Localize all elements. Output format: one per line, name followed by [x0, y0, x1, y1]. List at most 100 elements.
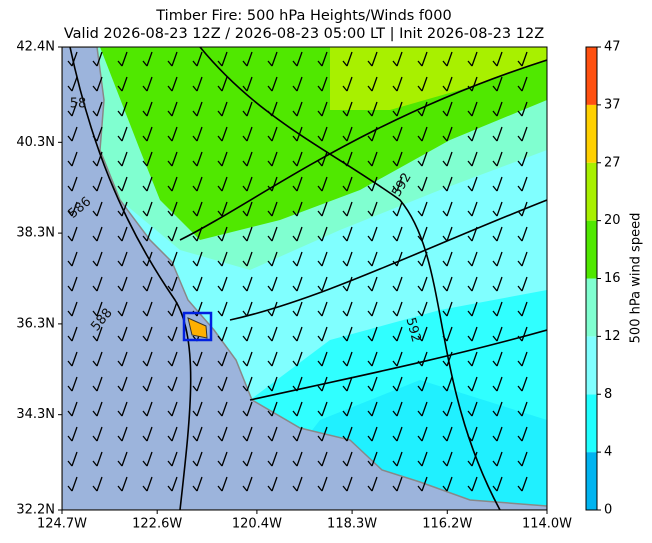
wind-barb	[192, 76, 203, 92]
wind-barb	[267, 451, 278, 467]
wind-barb	[467, 451, 478, 467]
wind-barb	[342, 476, 353, 492]
wind-barb	[117, 376, 128, 392]
y-tick-label: 34.3N	[16, 407, 55, 422]
wind-barb	[417, 226, 428, 242]
wind-barb	[417, 251, 428, 267]
wind-barb	[267, 251, 278, 267]
wind-barb	[167, 351, 178, 367]
wind-barb	[492, 226, 503, 242]
wind-barb	[517, 151, 528, 167]
wind-barb	[267, 326, 278, 342]
wind-barb	[92, 401, 103, 417]
wind-barb	[292, 351, 303, 367]
height-contour	[199, 47, 501, 510]
colorbar-tick-label: 20	[604, 213, 621, 228]
wind-barb	[142, 351, 153, 367]
y-tick-label: 42.4N	[16, 40, 55, 55]
wind-barb	[192, 351, 203, 367]
wind-barb	[267, 101, 278, 117]
wind-barb	[242, 126, 253, 142]
wind-barb	[367, 176, 378, 192]
wind-barb	[167, 126, 178, 142]
wind-barb	[492, 426, 503, 442]
wind-barb	[142, 176, 153, 192]
wind-barb	[117, 126, 128, 142]
wind-barb	[367, 451, 378, 467]
wind-barb	[417, 376, 428, 392]
wind-barb	[217, 326, 228, 342]
wind-barb	[92, 201, 103, 217]
wind-barb	[467, 426, 478, 442]
wind-barb	[342, 76, 353, 92]
wind-barb	[342, 301, 353, 317]
wind-barb	[92, 176, 103, 192]
wind-barb	[467, 376, 478, 392]
wind-barb	[367, 476, 378, 492]
wind-barb	[292, 151, 303, 167]
wind-barb	[417, 151, 428, 167]
wind-barb	[267, 476, 278, 492]
wind-barb	[217, 376, 228, 392]
wind-barb	[467, 401, 478, 417]
wind-barb	[417, 176, 428, 192]
wind-barb	[267, 76, 278, 92]
wind-barb	[217, 151, 228, 167]
wind-barb	[117, 51, 128, 67]
ocean	[62, 47, 547, 510]
wind-barb	[317, 151, 328, 167]
colorbar: 0 4 8 12 16 20 27 37 47	[585, 40, 621, 518]
wind-barb	[167, 401, 178, 417]
wind-barb	[117, 176, 128, 192]
wind-barb	[342, 151, 353, 167]
wind-barb	[367, 376, 378, 392]
wind-barb	[442, 151, 453, 167]
wind-barb	[167, 201, 178, 217]
wind-barb	[317, 201, 328, 217]
wind-barb	[367, 351, 378, 367]
wind-barb	[392, 351, 403, 367]
wind-barb	[417, 451, 428, 467]
colorbar-bin	[586, 47, 597, 105]
wind-barb	[317, 301, 328, 317]
x-tick-label: 120.4W	[232, 517, 282, 532]
wind-barb	[142, 51, 153, 67]
wind-barb	[267, 126, 278, 142]
wind-barb	[442, 376, 453, 392]
wind-barb	[492, 401, 503, 417]
wind-barb	[392, 126, 403, 142]
wind-barb	[392, 276, 403, 292]
wind-barb	[467, 326, 478, 342]
wind-barb	[242, 226, 253, 242]
wind-barb	[142, 226, 153, 242]
wind-barb	[92, 301, 103, 317]
wind-barb	[242, 401, 253, 417]
wind-barb	[367, 301, 378, 317]
wind-barb	[192, 151, 203, 167]
wind-barb	[492, 251, 503, 267]
wind-barb	[192, 401, 203, 417]
contour-label: 58	[70, 97, 87, 112]
wind-barb	[142, 126, 153, 142]
wind-barb	[142, 276, 153, 292]
wind-barb	[92, 451, 103, 467]
wind-barb	[442, 251, 453, 267]
wind-barb	[442, 401, 453, 417]
wind-barb	[142, 476, 153, 492]
wind-barb	[517, 51, 528, 67]
wind-barb	[167, 51, 178, 67]
wind-barb	[192, 251, 203, 267]
wind-barb	[317, 351, 328, 367]
wind-barb	[392, 51, 403, 67]
wind-barb	[442, 201, 453, 217]
wind-barb	[492, 301, 503, 317]
wind-barb	[217, 251, 228, 267]
wind-barb	[342, 176, 353, 192]
wind-barb	[92, 251, 103, 267]
wind-barb	[242, 251, 253, 267]
wind-barb	[92, 126, 103, 142]
wind-barb	[342, 451, 353, 467]
wind-barb	[167, 76, 178, 92]
wind-barb	[517, 276, 528, 292]
